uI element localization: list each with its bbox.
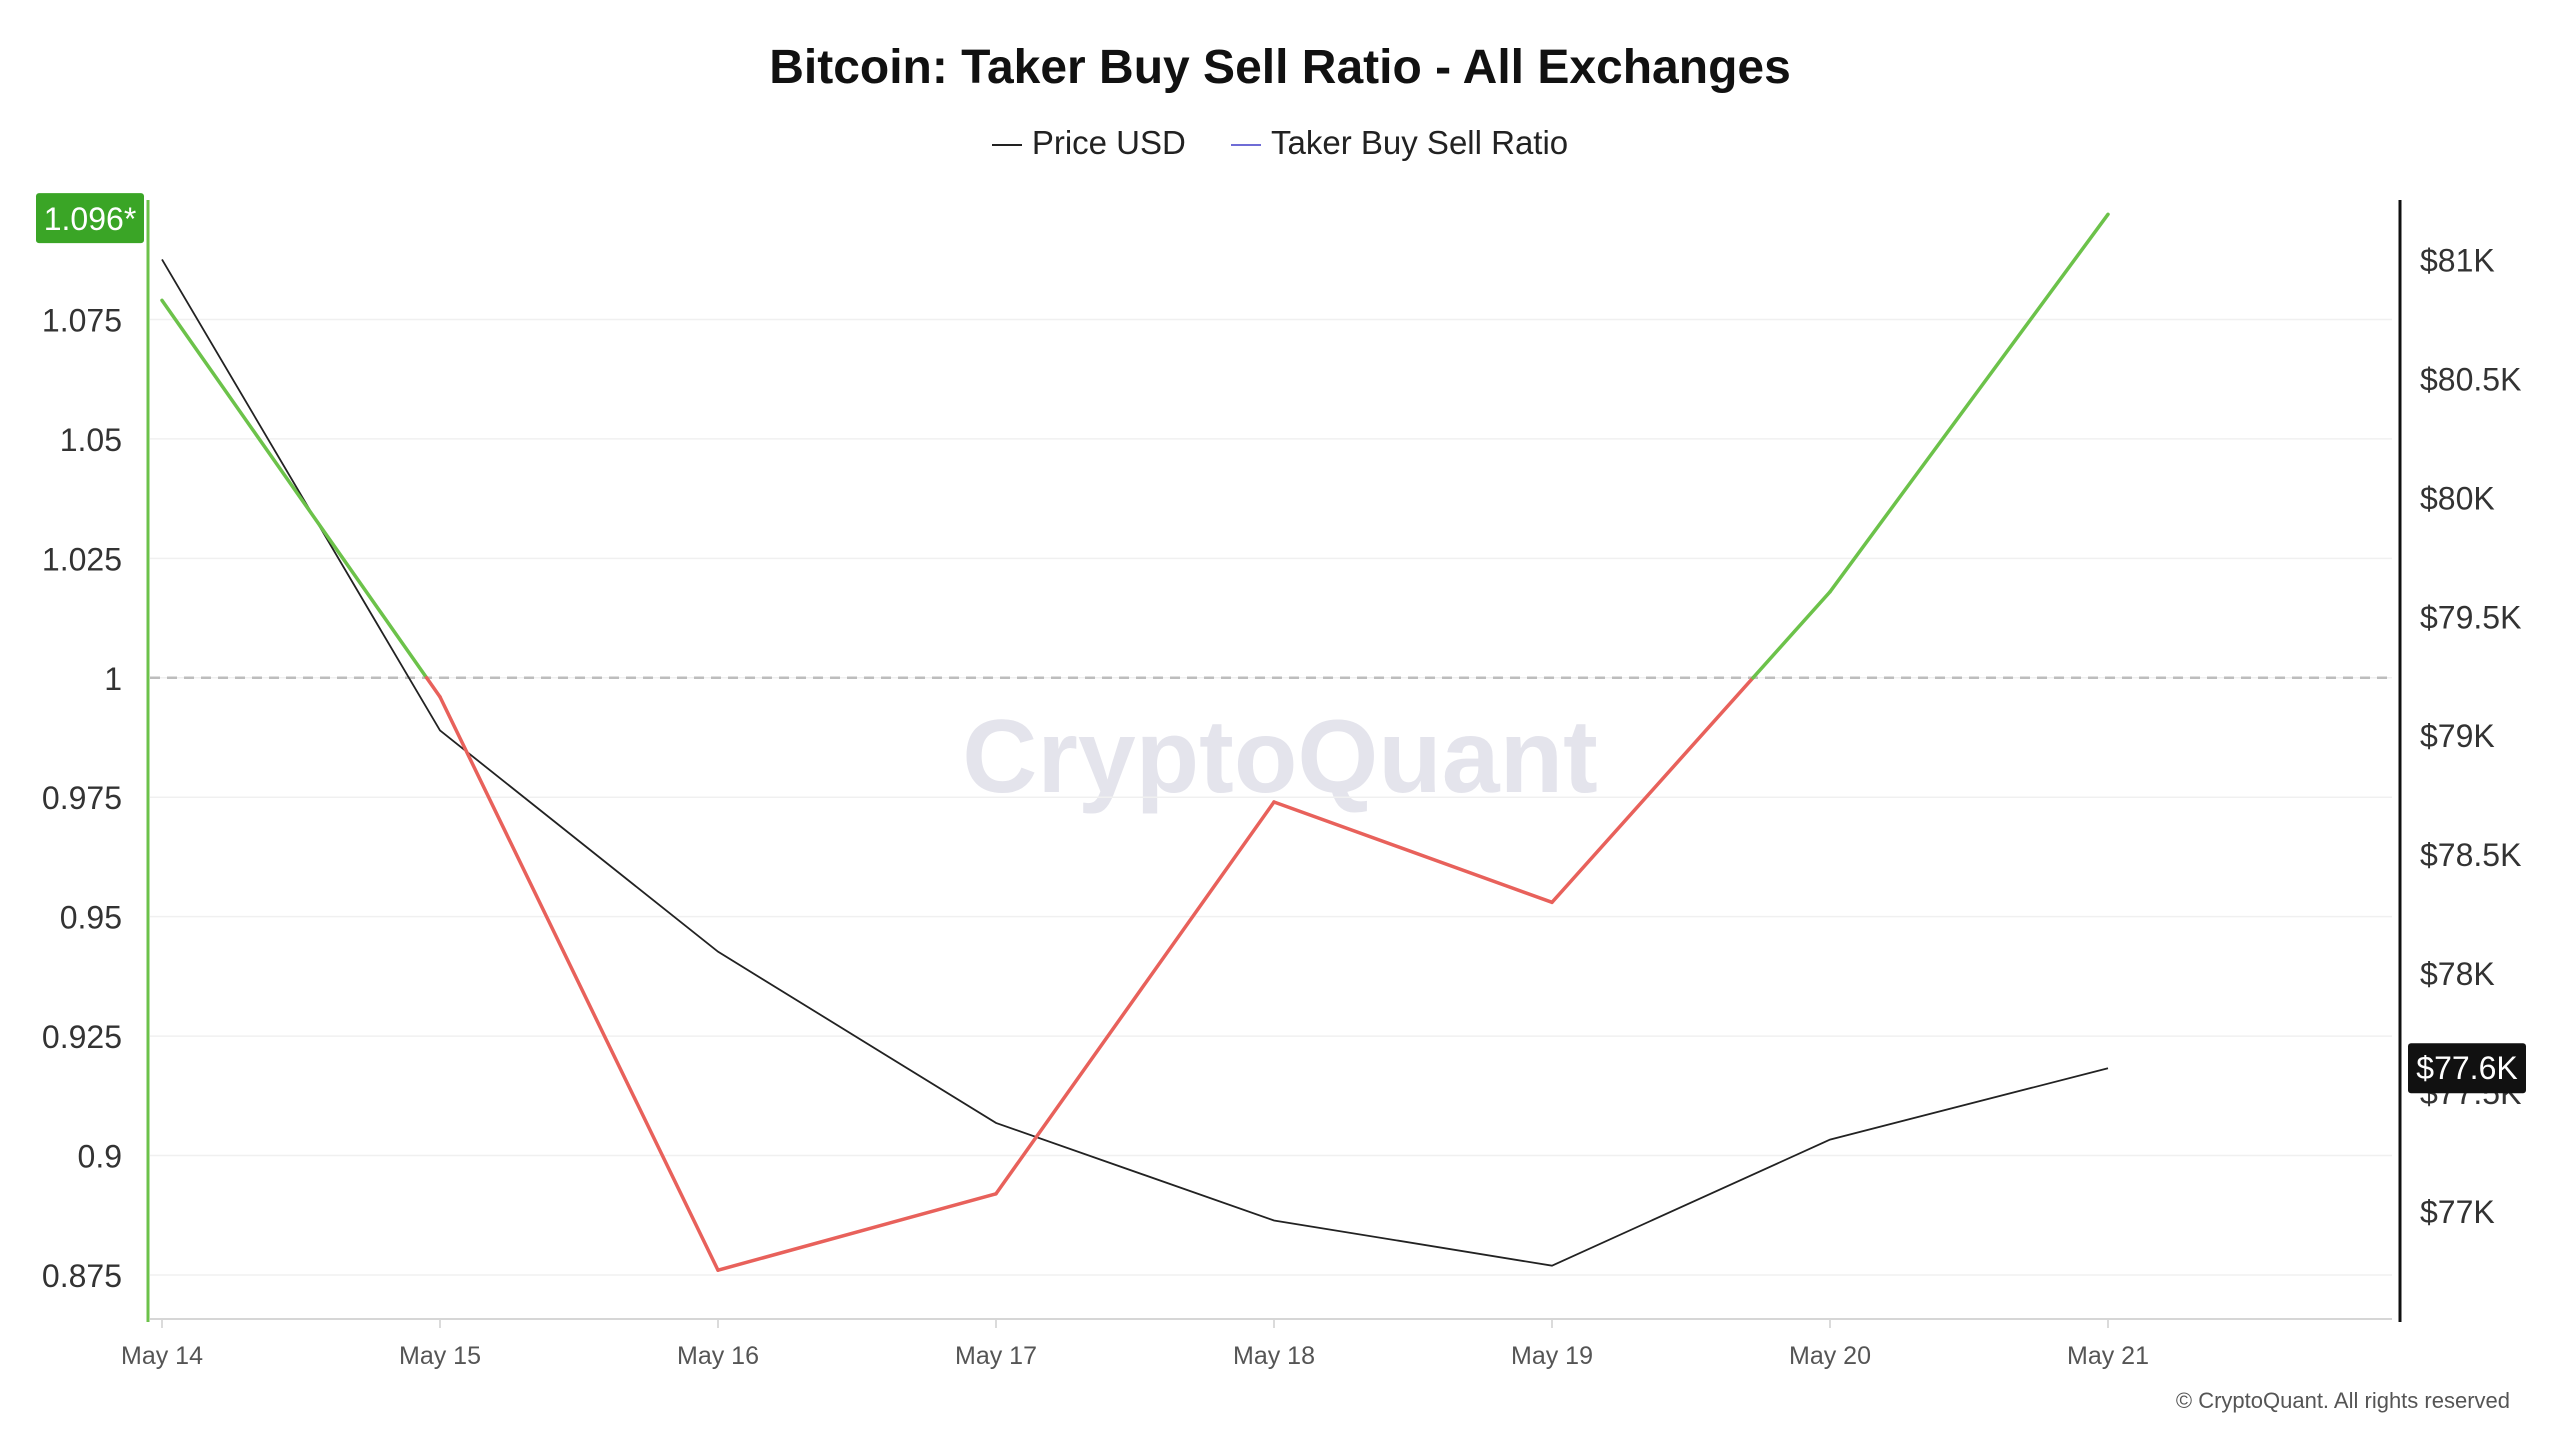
labels-layer: 1.096* $77.6K xyxy=(36,193,2526,1094)
ratio-line-segment xyxy=(716,1192,998,1272)
left-current-value-badge xyxy=(36,193,144,244)
chart-title: Bitcoin: Taker Buy Sell Ratio - All Exch… xyxy=(769,41,1791,94)
right-current-value-label: $77.6K xyxy=(2416,1050,2517,1086)
ratio-line-segment xyxy=(1751,590,1832,680)
x-tick-label: May 18 xyxy=(1233,1342,1315,1370)
y-left-tick-label: 0.95 xyxy=(60,900,122,936)
legend-label-price: Price USD xyxy=(1031,124,1186,161)
ratio-line-segment xyxy=(1550,676,1755,905)
ratio-line-segment xyxy=(160,298,429,680)
x-tick-label: May 21 xyxy=(2067,1342,2149,1370)
legend-swatch-price xyxy=(991,144,1022,147)
y-right-tick-label: $79K xyxy=(2420,718,2495,754)
y-right-tick-label: $80.5K xyxy=(2420,361,2521,397)
x-tick-label: May 16 xyxy=(677,1342,759,1370)
ratio-line-segment xyxy=(1828,212,2110,594)
y-right-tick-label: $77K xyxy=(2420,1194,2495,1230)
y-right-tick-label: $80K xyxy=(2420,480,2495,516)
x-tick-label: May 19 xyxy=(1511,1342,1593,1370)
x-tick-label: May 15 xyxy=(399,1342,481,1370)
y-left-tick-label: 0.975 xyxy=(42,780,122,816)
ratio-line-segment xyxy=(424,676,442,699)
right-current-value-badge xyxy=(2408,1043,2526,1094)
legend-swatch-ratio xyxy=(1231,144,1262,147)
series-layer xyxy=(160,212,2110,1272)
y-right-tick-label: $81K xyxy=(2420,242,2495,278)
y-left-tick-label: 0.875 xyxy=(42,1258,122,1294)
y-left-tick-label: 1.075 xyxy=(42,302,122,338)
y-right-tick-label: $78.5K xyxy=(2420,837,2521,873)
price-line xyxy=(161,259,2109,1267)
ratio-line-segment xyxy=(994,800,1276,1196)
legend-item-price[interactable]: Price USD xyxy=(991,124,1186,162)
y-left-tick-label: 0.925 xyxy=(42,1019,122,1055)
legend-item-ratio[interactable]: Taker Buy Sell Ratio xyxy=(1231,124,1568,162)
y-left-tick-label: 1.05 xyxy=(60,422,122,458)
copyright-notice: © CryptoQuant. All rights reserved xyxy=(2175,1388,2510,1413)
x-tick-label: May 20 xyxy=(1789,1342,1871,1370)
y-right-tick-label: $78K xyxy=(2420,956,2495,992)
x-tick-label: May 17 xyxy=(955,1342,1037,1370)
y-right-tick-label: $79.5K xyxy=(2420,599,2521,635)
x-tick-label: May 14 xyxy=(121,1342,203,1370)
ratio-line-segment xyxy=(438,695,720,1272)
legend: Price USD Taker Buy Sell Ratio xyxy=(0,124,2560,162)
grid-layer xyxy=(150,318,2392,1276)
left-current-value-label: 1.096* xyxy=(44,201,137,237)
watermark: CryptoQuant xyxy=(962,699,1598,815)
y-left-tick-label: 0.9 xyxy=(78,1139,122,1175)
legend-label-ratio: Taker Buy Sell Ratio xyxy=(1271,124,1569,161)
y-left-tick-label: 1 xyxy=(104,661,122,697)
ratio-line-segment xyxy=(1272,800,1554,905)
y-left-tick-label: 1.025 xyxy=(42,541,122,577)
